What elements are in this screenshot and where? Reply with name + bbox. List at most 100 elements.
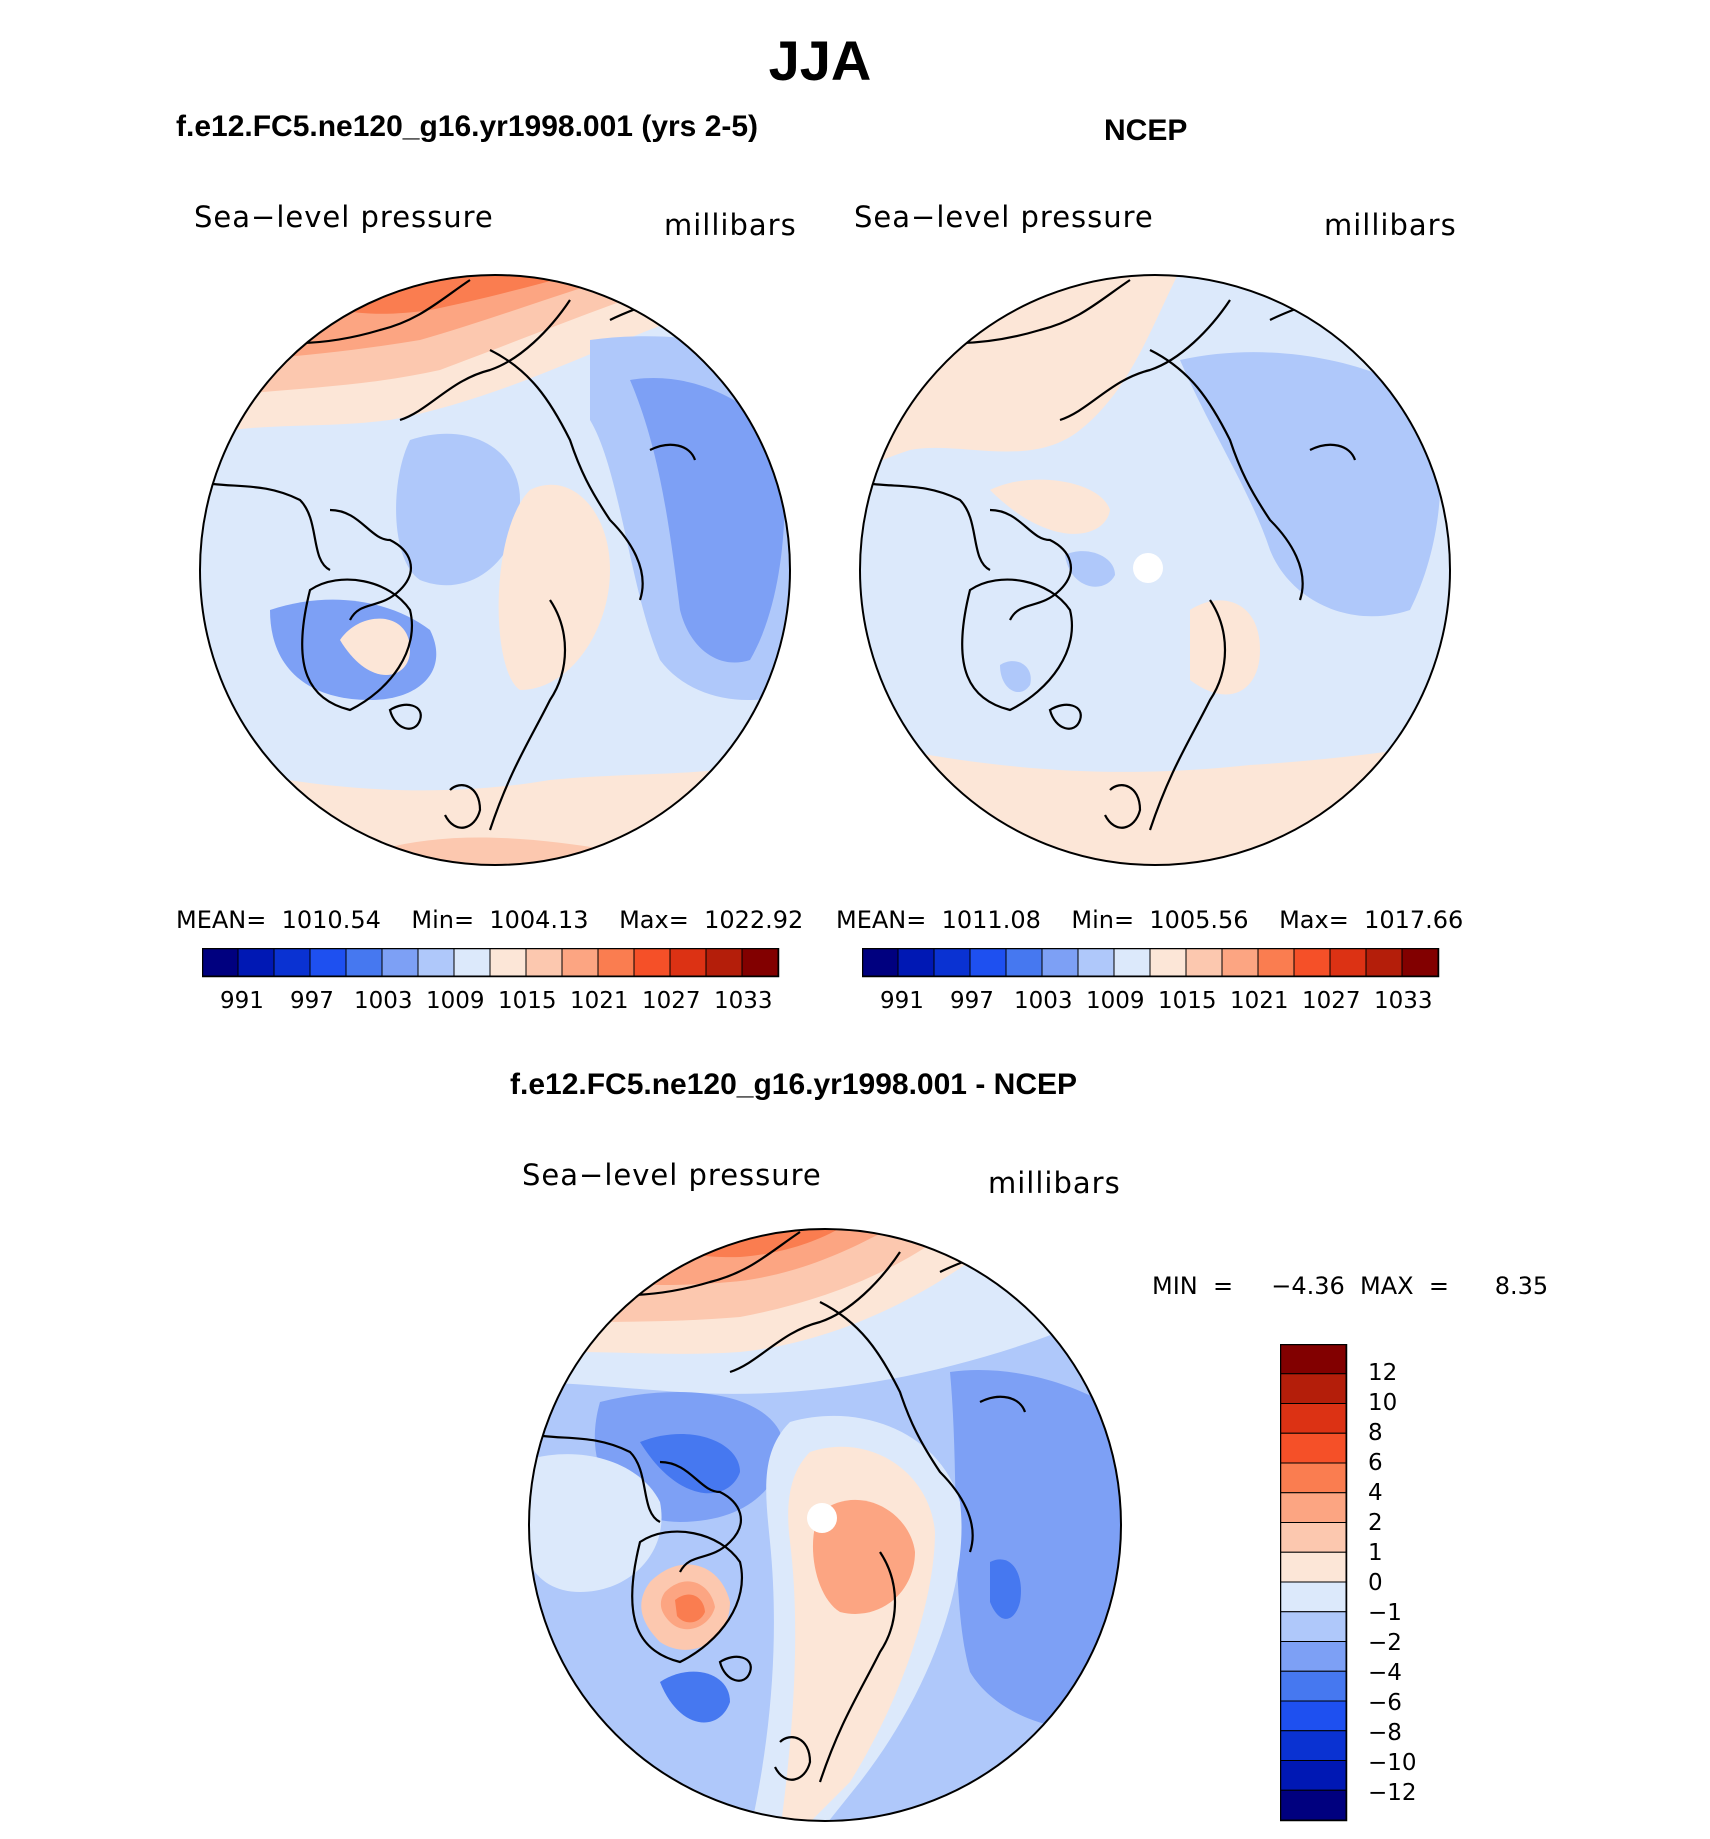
colorbar-cell	[1280, 1492, 1347, 1523]
colorbar-cell	[1293, 948, 1331, 977]
colorbar-cell	[1280, 1344, 1347, 1375]
panel3-tick: −1	[1368, 1600, 1402, 1626]
panel1-tick: 991	[220, 988, 264, 1014]
panel3-tick: −6	[1368, 1690, 1402, 1716]
panel1-tick: 1021	[570, 988, 629, 1014]
panel3-case-title: f.e12.FC5.ne120_g16.yr1998.001 - NCEP	[510, 1068, 1077, 1101]
panel2-tick: 1033	[1374, 988, 1433, 1014]
colorbar-cell	[1280, 1700, 1347, 1732]
panel3-tick: 12	[1368, 1360, 1398, 1386]
colorbar-cell	[202, 948, 239, 977]
panel3-map-border	[528, 1228, 1122, 1822]
panel3-stats: MIN = −4.36 MAX = 8.35	[1152, 1272, 1549, 1300]
panel3-variable-label: Sea−level pressure	[522, 1158, 822, 1192]
panel3-contour-siberia-2	[812, 1499, 915, 1614]
colorbar-cell	[1280, 1373, 1347, 1404]
panel2-tick: 1009	[1086, 988, 1145, 1014]
panel2-tick: 1015	[1158, 988, 1217, 1014]
panel1-colorbar-cells	[202, 948, 779, 977]
colorbar-cell	[489, 948, 527, 977]
panel2-contour-1009	[1180, 352, 1441, 617]
colorbar-cell	[1149, 948, 1187, 977]
panel1-polar-map	[199, 274, 791, 866]
panel1-tick: 1033	[714, 988, 773, 1014]
panel3-colorbar-labels: 12 10 8 6 4 2 1 0 −1 −2 −4 −6 −8 −10 −12	[1362, 1344, 1462, 1824]
panel3-contour-neg4	[640, 1433, 740, 1494]
colorbar-cell	[1280, 1730, 1347, 1761]
panel3-contour-neg4-pacific	[990, 1559, 1021, 1619]
panel1-contour-siberia	[498, 484, 610, 690]
colorbar-cell	[1329, 948, 1367, 977]
panel1-tick: 1027	[642, 988, 701, 1014]
colorbar-cell	[1280, 1581, 1347, 1613]
panel1-variable-label: Sea−level pressure	[194, 200, 494, 234]
panel2-variable-label: Sea−level pressure	[854, 200, 1154, 234]
colorbar-cell	[1041, 948, 1079, 977]
panel2-coastlines	[860, 279, 1357, 831]
colorbar-cell	[1280, 1432, 1347, 1464]
panel2-tick: 1003	[1014, 988, 1073, 1014]
panel1-tick: 1015	[498, 988, 557, 1014]
colorbar-cell	[1365, 948, 1403, 977]
panel1-tick: 1003	[354, 988, 413, 1014]
colorbar-cell	[1280, 1551, 1347, 1583]
panel2-colorbar-labels: 991 997 1003 1009 1015 1021 1027 1033	[862, 988, 1442, 1020]
panel2-case-title: NCEP	[1104, 114, 1188, 147]
colorbar-cell	[453, 948, 491, 977]
colorbar-cell	[1221, 948, 1259, 977]
panel1-colorbar	[202, 948, 780, 978]
colorbar-cell	[1280, 1462, 1347, 1494]
colorbar-cell	[417, 948, 455, 977]
panel2-contour-arctic	[990, 479, 1110, 534]
panel3-tick: 6	[1368, 1450, 1383, 1476]
panel3-polar-map	[528, 1228, 1122, 1822]
panel1-units-label: millibars	[664, 208, 797, 242]
panel2-missing-pole	[1133, 553, 1163, 583]
page-title: JJA	[768, 29, 872, 92]
colorbar-cell	[705, 948, 743, 977]
colorbar-cell	[309, 948, 347, 977]
panel3-tick: 1	[1368, 1540, 1383, 1566]
colorbar-cell	[1257, 948, 1295, 977]
panel3-colorbar-cells	[1280, 1344, 1347, 1821]
colorbar-cell	[1401, 948, 1439, 977]
panel2-units-label: millibars	[1324, 208, 1457, 242]
colorbar-cell	[525, 948, 563, 977]
panel3-tick: −12	[1368, 1780, 1417, 1806]
panel1-case-title: f.e12.FC5.ne120_g16.yr1998.001 (yrs 2-5)	[176, 110, 759, 143]
colorbar-cell	[597, 948, 635, 977]
colorbar-cell	[741, 948, 779, 977]
colorbar-cell	[669, 948, 707, 977]
panel2-contour-pole	[1065, 551, 1115, 587]
panel3-tick: −10	[1368, 1750, 1417, 1776]
panel3-contour-neg2-pacific	[950, 1370, 1121, 1730]
colorbar-cell	[969, 948, 1007, 977]
colorbar-cell	[1077, 948, 1115, 977]
colorbar-cell	[897, 948, 935, 977]
panel2-polar-map	[859, 274, 1451, 866]
colorbar-cell	[1280, 1670, 1347, 1702]
panel2-stats: MEAN= 1011.08 Min= 1005.56 Max= 1017.66	[836, 906, 1464, 934]
panel3-missing-pole	[807, 1503, 837, 1533]
colorbar-cell	[862, 948, 899, 977]
panel1-contour-1003	[630, 378, 785, 663]
colorbar-cell	[1280, 1522, 1347, 1553]
panel2-contour-greenland	[1000, 661, 1031, 693]
panel3-tick: 10	[1368, 1390, 1398, 1416]
colorbar-cell	[1280, 1611, 1347, 1642]
panel1-tick: 997	[290, 988, 334, 1014]
colorbar-cell	[381, 948, 419, 977]
panel1-stats: MEAN= 1010.54 Min= 1004.13 Max= 1022.92	[176, 906, 804, 934]
panel1-map-border	[199, 274, 791, 866]
colorbar-cell	[1113, 948, 1151, 977]
colorbar-cell	[1280, 1760, 1347, 1791]
colorbar-cell	[1280, 1641, 1347, 1672]
colorbar-cell	[561, 948, 599, 977]
panel2-colorbar	[862, 948, 1440, 978]
panel3-tick: 0	[1368, 1570, 1383, 1596]
colorbar-cell	[1185, 948, 1223, 977]
panel2-map-border	[859, 274, 1451, 866]
colorbar-cell	[933, 948, 971, 977]
panel3-tick: 8	[1368, 1420, 1383, 1446]
panel3-tick: 4	[1368, 1480, 1383, 1506]
